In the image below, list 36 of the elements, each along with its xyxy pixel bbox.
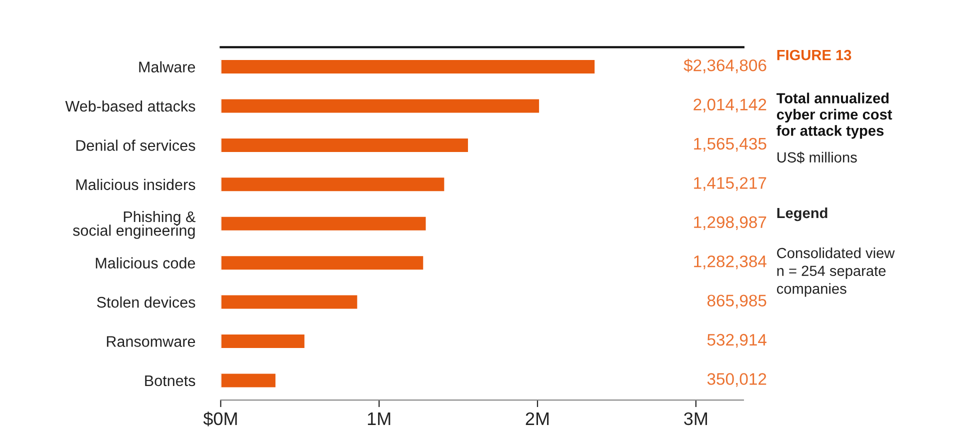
- bar: [220, 215, 428, 232]
- x-tick-label: 1M: [368, 412, 390, 425]
- bar: [220, 58, 596, 75]
- bar: [220, 98, 540, 114]
- bar: [220, 333, 306, 350]
- bar: [220, 254, 425, 271]
- y-tick-label: Malware: [139, 61, 196, 72]
- text: Consolidated view n = 254 separate companies: [776, 247, 895, 297]
- y-tick-label: Malicious insiders: [76, 178, 196, 190]
- bar: [220, 176, 446, 193]
- data-label: 350,012: [707, 373, 766, 387]
- data-label: 2,014,142: [694, 98, 766, 112]
- bar: [220, 137, 470, 154]
- y-tick-label: Botnets: [145, 375, 196, 386]
- data-label: 1,282,384: [694, 255, 766, 270]
- x-tick-label: $0M: [203, 412, 237, 426]
- text: FIGURE 13: [777, 50, 852, 60]
- data-label: $2,364,806: [684, 58, 766, 74]
- data-label: 865,985: [707, 294, 766, 308]
- data-label: 1,415,217: [694, 177, 766, 191]
- text: US$ millions: [777, 152, 857, 164]
- data-label: 1,565,435: [694, 138, 766, 152]
- text: Total annualized cyber crime cost for attack types: [776, 92, 892, 139]
- text: Legend: [777, 207, 828, 222]
- data-label: 532,914: [707, 334, 766, 348]
- data-label: 1,298,987: [694, 216, 766, 230]
- y-tick-label: Denial of services: [76, 140, 196, 151]
- y-tick-label: Malicious code: [96, 257, 196, 269]
- bar: [220, 372, 277, 389]
- y-tick-label: Phishing & social engineering: [72, 210, 196, 239]
- y-tick-label: Web-based attacks: [65, 100, 196, 112]
- bar: [220, 294, 359, 310]
- x-tick-label: 3M: [684, 412, 707, 426]
- x-tick-label: 2M: [526, 412, 549, 425]
- y-tick-label: Stolen devices: [97, 296, 196, 308]
- y-tick-label: Ransomware: [106, 336, 196, 347]
